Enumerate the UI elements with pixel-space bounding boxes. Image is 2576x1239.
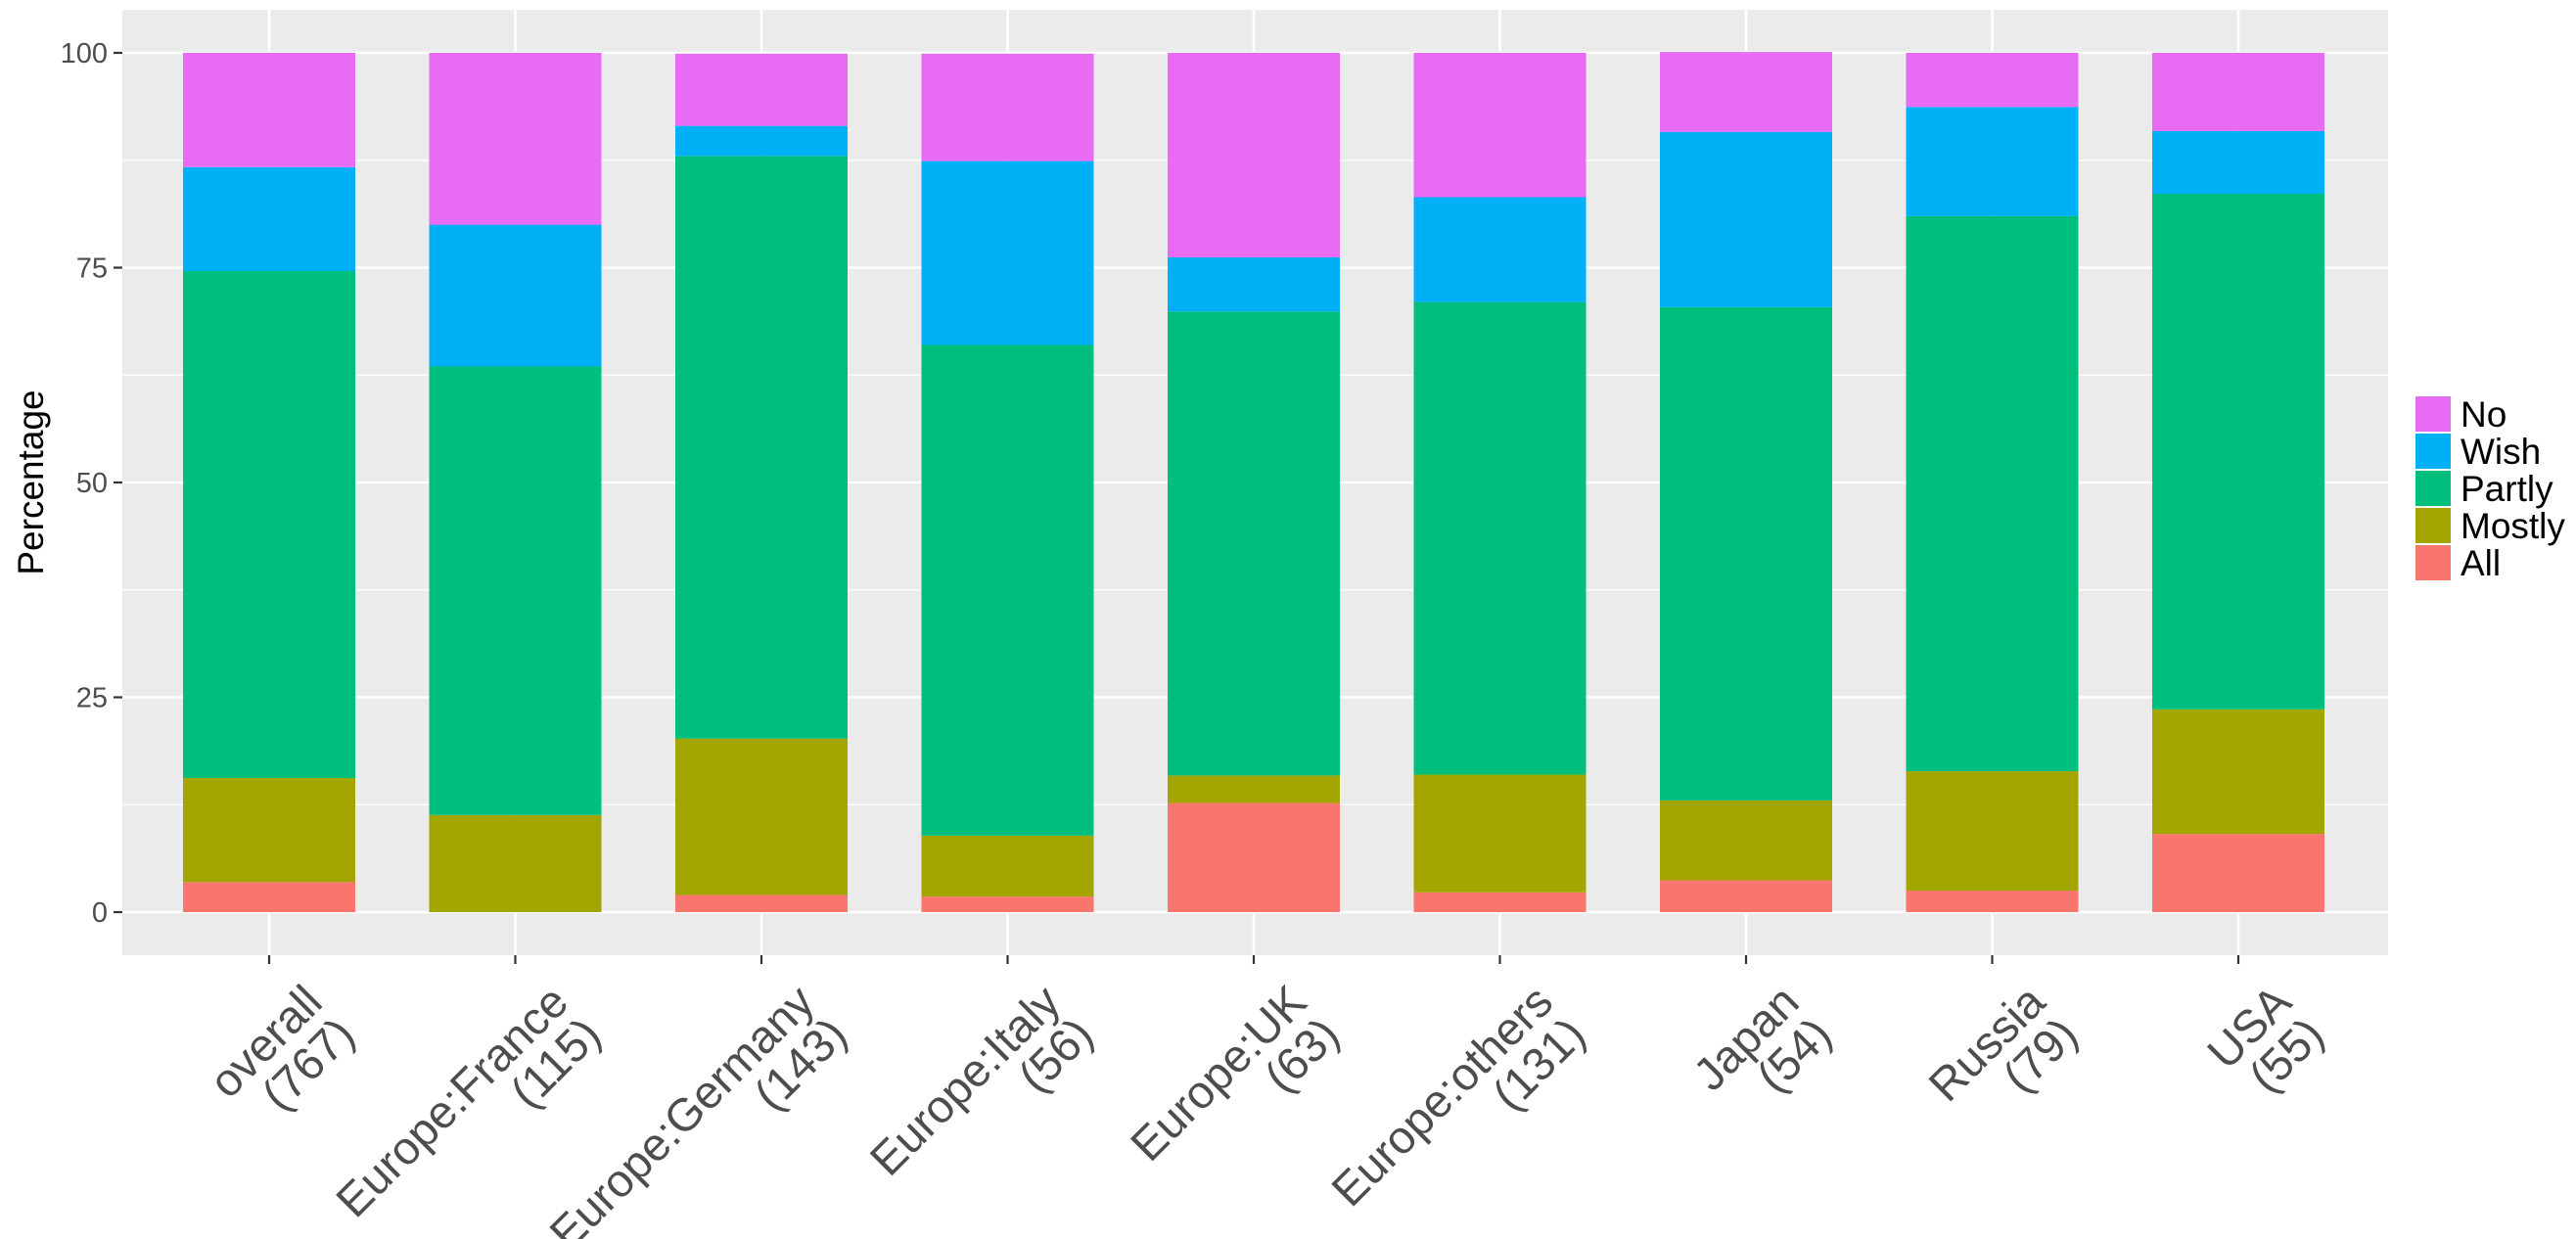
bar-stack-russia: [1906, 53, 2079, 912]
bar-segment-partly: [1906, 215, 2079, 772]
x-tick-label: Europe:Italy(56): [859, 975, 1102, 1217]
bar-segment-all: [675, 895, 848, 912]
bar-segment-no: [2152, 53, 2324, 131]
bar-segment-wish: [921, 161, 1094, 345]
bar-stack-usa: [2152, 53, 2324, 912]
bar-segment-no: [1413, 53, 1587, 198]
bars: [183, 52, 2324, 912]
bar-segment-mostly: [1906, 771, 2079, 892]
bar-segment-partly: [2152, 193, 2324, 710]
y-axis-title: Percentage: [11, 390, 51, 574]
legend-item-wish: Wish: [2415, 432, 2541, 472]
bar-stack-europe-italy: [921, 53, 1094, 912]
bar-segment-mostly: [675, 738, 848, 895]
legend-label: Partly: [2461, 469, 2553, 509]
legend-item-mostly: Mostly: [2415, 506, 2565, 546]
bar-segment-partly: [1168, 311, 1340, 776]
x-tick-label: overall(767): [199, 975, 364, 1140]
bar-segment-mostly: [429, 814, 602, 912]
bar-stack-europe-others: [1413, 53, 1587, 912]
y-tick-label: 50: [76, 468, 108, 499]
bar-segment-all: [2152, 834, 2324, 912]
bar-segment-wish: [429, 224, 602, 367]
legend-key-wish: [2415, 434, 2451, 469]
bar-segment-no: [429, 53, 602, 225]
x-tick-label: USA(55): [2197, 975, 2334, 1112]
bar-segment-all: [1906, 891, 2079, 912]
bar-segment-all: [183, 882, 355, 912]
legend-item-no: No: [2415, 394, 2507, 435]
bar-segment-no: [1660, 52, 1832, 132]
bar-stack-japan: [1660, 52, 1832, 912]
bar-segment-wish: [1906, 107, 2079, 216]
legend-key-no: [2415, 396, 2451, 432]
bar-segment-wish: [1660, 131, 1832, 307]
legend-label: Mostly: [2461, 506, 2565, 546]
bar-segment-partly: [429, 366, 602, 815]
bar-segment-partly: [1413, 301, 1587, 775]
y-tick-label: 75: [76, 253, 108, 285]
y-tick-label: 0: [92, 897, 108, 929]
bar-segment-no: [183, 53, 355, 167]
legend-key-all: [2415, 545, 2451, 580]
bar-segment-mostly: [921, 835, 1094, 897]
x-tick-label: Europe:UK(63): [1121, 975, 1349, 1203]
bar-segment-mostly: [1413, 774, 1587, 893]
legend-label: No: [2461, 394, 2507, 435]
x-tick-label: Russia(79): [1918, 975, 2088, 1144]
legend-label: Wish: [2461, 432, 2541, 472]
bar-segment-mostly: [1168, 775, 1340, 803]
legend-item-partly: Partly: [2415, 469, 2553, 509]
legend-item-all: All: [2415, 543, 2501, 583]
bar-segment-no: [1906, 53, 2079, 108]
bar-segment-wish: [675, 125, 848, 157]
bar-segment-all: [1413, 892, 1587, 912]
bar-segment-partly: [921, 344, 1094, 836]
bar-segment-wish: [1168, 256, 1340, 312]
bar-segment-no: [675, 53, 848, 126]
x-tick-label: Japan(54): [1683, 975, 1841, 1132]
bar-segment-mostly: [2152, 709, 2324, 835]
y-tick-label: 100: [61, 38, 108, 69]
bar-segment-no: [1168, 53, 1340, 257]
bar-stack-overall: [183, 53, 355, 912]
bar-segment-no: [921, 53, 1094, 161]
y-axis: 0 25 50 75 100: [61, 38, 122, 929]
bar-segment-all: [1168, 803, 1340, 912]
y-tick-label: 25: [76, 683, 108, 714]
x-axis: overall(767)Europe:France(115)Europe:Ger…: [199, 955, 2333, 1239]
legend-label: All: [2461, 543, 2501, 583]
bar-segment-all: [1660, 880, 1832, 912]
bar-stack-europe-france: [429, 53, 602, 912]
x-tick-label: Europe:others(131): [1321, 975, 1594, 1239]
bar-segment-wish: [183, 166, 355, 272]
bar-segment-wish: [2152, 130, 2324, 194]
x-tick-label: Europe:Germany(143): [539, 975, 856, 1239]
bar-segment-partly: [675, 156, 848, 739]
bar-segment-partly: [1660, 306, 1832, 801]
bar-segment-wish: [1413, 197, 1587, 302]
bar-stack-europe-germany: [675, 53, 848, 912]
legend-key-mostly: [2415, 508, 2451, 543]
bar-stack-europe-uk: [1168, 53, 1340, 912]
bar-segment-partly: [183, 271, 355, 779]
bar-segment-mostly: [1660, 800, 1832, 881]
bar-segment-all: [921, 896, 1094, 912]
legend-key-partly: [2415, 471, 2451, 506]
bar-segment-mostly: [183, 778, 355, 883]
